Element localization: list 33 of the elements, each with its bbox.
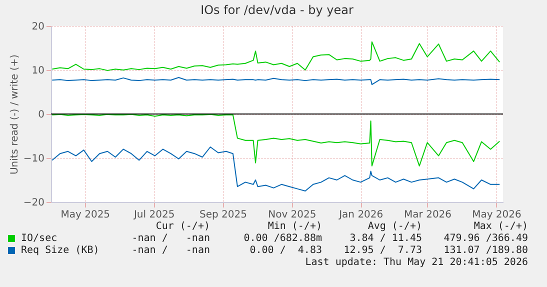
text: -nan / -nan [132, 233, 210, 244]
text: 0.00 /682.88m [244, 233, 322, 244]
x-tick-label: Mar 2026 [404, 210, 452, 220]
x-tick-label: Jan 2026 [338, 210, 384, 220]
y-tick-label: 20 [32, 22, 44, 32]
text: 12.95 / 7.73 [344, 245, 422, 256]
x-tick-label: Jul 2025 [132, 210, 175, 220]
y-tick-label: 0 [38, 110, 44, 120]
legend-label: IO/sec [21, 233, 58, 244]
text: -nan / -nan [132, 245, 210, 256]
text: 0.00 / 4.83 [250, 245, 322, 256]
text: Last update: Thu May 21 20:41:05 2026 [304, 257, 529, 269]
line-series [52, 146, 500, 192]
line-series [52, 114, 500, 166]
text: 131.07 /189.80 [444, 245, 528, 256]
text: 479.96 /366.49 [444, 233, 528, 244]
chart-title: IOs for /dev/vda - by year [200, 3, 354, 17]
y-tick-label: 10 [32, 66, 44, 76]
line-series [52, 76, 500, 86]
x-tick-label: May 2025 [60, 210, 110, 220]
y-axis-title: Units read (-) / write (+) [9, 54, 20, 175]
text: Avg (-/+) [368, 221, 422, 232]
legend-label: Req Size (KB) [21, 245, 100, 256]
line-series [52, 41, 500, 71]
text: Max (-/+) [474, 221, 528, 232]
y-tick-label: −10 [23, 154, 44, 164]
x-tick-label: Nov 2025 [268, 210, 316, 220]
text: Cur (-/+) [156, 221, 210, 232]
x-tick-label: Sep 2025 [200, 210, 247, 220]
x-tick-label: May 2026 [472, 210, 522, 220]
text: Min (-/+) [268, 221, 322, 232]
y-tick-label: −20 [23, 198, 44, 208]
text: 3.84 / 11.45 [350, 233, 422, 244]
